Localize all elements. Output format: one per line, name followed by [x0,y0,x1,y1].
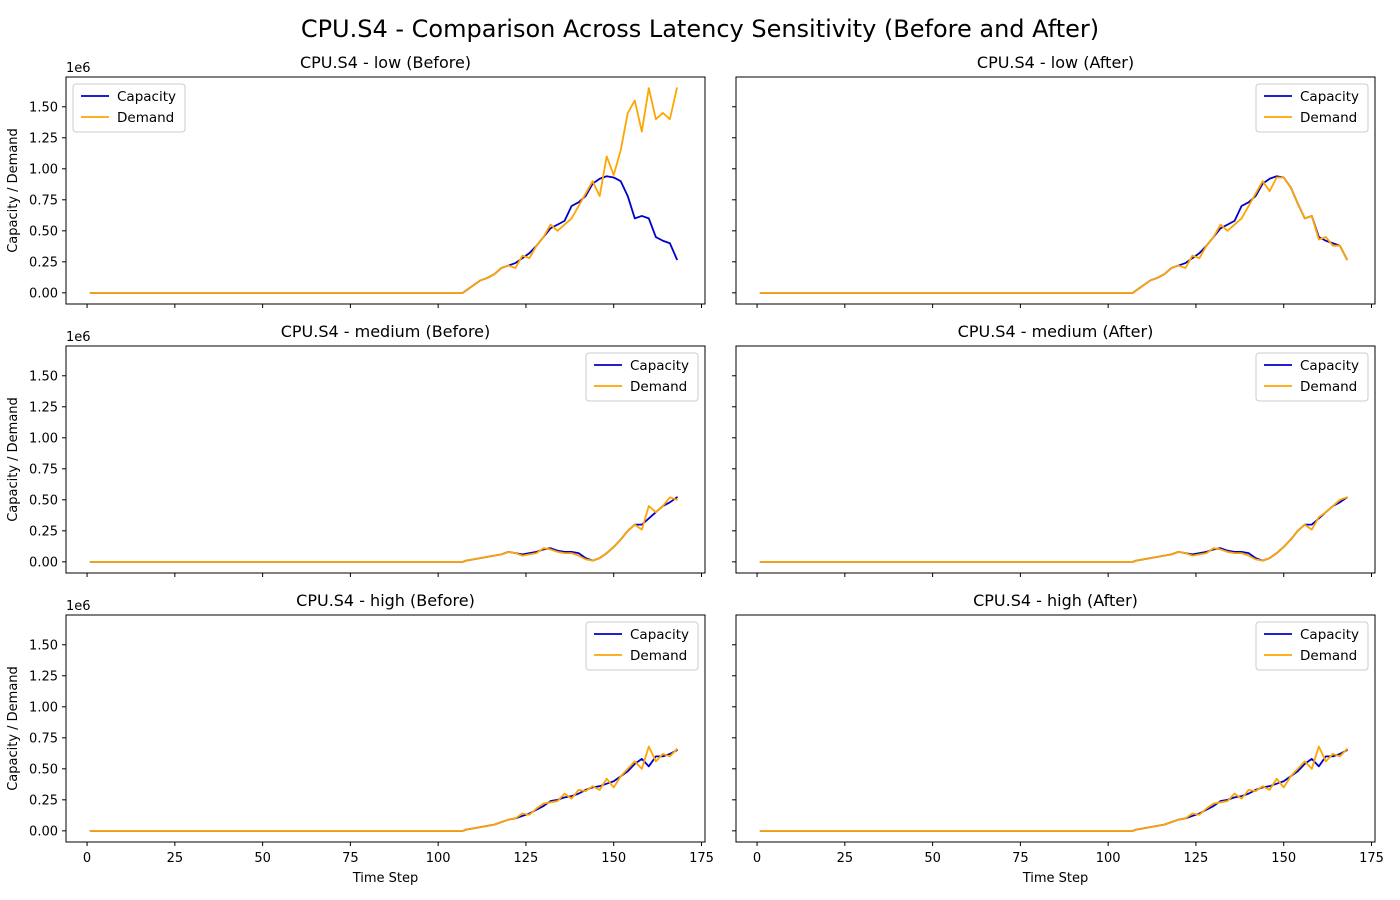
legend-label: Capacity [1300,358,1359,374]
y-offset-label: 1e6 [66,330,91,345]
subplot-panel: CPU.S4 - low (Before) 0.00 0.25 0.50 0.75 1.0… [6,53,706,308]
x-tick-label: 175 [1359,851,1384,866]
series-line-demand [759,496,1348,563]
x-tick-label: 50 [254,851,271,866]
legend: Capacity Demand [585,621,699,671]
x-tick-label: 50 [924,851,941,866]
subplot-title: CPU.S4 - high (Before) [296,591,475,610]
series-line-capacity [759,175,1348,294]
y-tick-label: 0.75 [29,462,58,477]
y-tick-label: 0.00 [29,824,58,839]
x-tick-label: 0 [753,851,761,866]
series-line-demand [89,496,678,563]
series-line-capacity [759,749,1348,832]
y-axis-label: Capacity / Demand [6,128,21,253]
subplot-panel: CPU.S4 - high (Before) 0.00 0.25 0.50 0.75 1.… [6,591,714,886]
subplot-title: CPU.S4 - medium (After) [958,322,1154,341]
legend-label: Capacity [1300,627,1359,643]
legend-label: Demand [630,379,687,395]
y-tick-label: 1.00 [29,431,58,446]
legend: Capacity Demand [1255,83,1369,133]
y-tick-label: 0.75 [29,193,58,208]
legend: Capacity Demand [585,352,699,402]
y-tick-label: 0.00 [29,555,58,570]
subplot-title: CPU.S4 - medium (Before) [281,322,491,341]
legend-label: Demand [1300,379,1357,395]
series-line-capacity [89,496,678,563]
y-tick-label: 0.25 [29,524,58,539]
x-tick-label: 175 [689,851,714,866]
y-tick-label: 1.50 [29,638,58,653]
y-axis-label: Capacity / Demand [6,397,21,522]
y-axis-label: Capacity / Demand [6,666,21,791]
series-line-demand [759,745,1348,832]
y-tick-label: 1.25 [29,400,58,415]
subplot-panel: CPU.S4 - low (After) Capacity Demand [732,53,1376,308]
legend-label: Demand [117,110,174,126]
legend: Capacity Demand [72,83,186,133]
series-line-demand [759,176,1348,294]
y-tick-label: 0.25 [29,793,58,808]
axes-frame [735,614,1376,843]
legend-label: Capacity [630,358,689,374]
y-tick-label: 1.50 [29,369,58,384]
x-tick-label: 100 [1096,851,1121,866]
legend-label: Capacity [630,627,689,643]
subplot-title: CPU.S4 - low (Before) [300,53,471,72]
y-tick-label: 0.00 [29,286,58,301]
x-tick-label: 0 [83,851,91,866]
subplot-panel: CPU.S4 - high (After) 0 25 50 75 100 125 150 175… [732,591,1384,886]
series-line-demand [89,745,678,832]
legend-label: Demand [630,648,687,664]
y-offset-label: 1e6 [66,61,91,76]
y-tick-label: 1.25 [29,131,58,146]
x-axis-label: Time Step [352,871,419,886]
x-tick-label: 125 [514,851,539,866]
legend-label: Demand [1300,648,1357,664]
y-tick-label: 0.50 [29,762,58,777]
axes-frame [65,76,706,305]
y-tick-label: 1.50 [29,100,58,115]
series-line-capacity [89,175,678,294]
legend-label: Capacity [1300,89,1359,105]
axes-frame [735,76,1376,305]
y-tick-label: 1.00 [29,700,58,715]
x-tick-label: 25 [167,851,184,866]
x-tick-label: 125 [1184,851,1209,866]
legend-label: Capacity [117,89,176,105]
y-tick-label: 1.25 [29,669,58,684]
y-tick-label: 1.00 [29,162,58,177]
y-tick-label: 0.75 [29,731,58,746]
legend: Capacity Demand [1255,352,1369,402]
y-tick-label: 0.50 [29,224,58,239]
subplot-title: CPU.S4 - high (After) [973,591,1138,610]
series-line-demand [89,87,678,294]
subplot-title: CPU.S4 - low (After) [977,53,1134,72]
axes-frame [65,614,706,843]
y-offset-label: 1e6 [66,599,91,614]
subplot-panel: CPU.S4 - medium (Before) 0.00 0.25 0.50 0.75… [6,322,706,577]
legend: Capacity Demand [1255,621,1369,671]
legend-label: Demand [1300,110,1357,126]
y-tick-label: 0.25 [29,255,58,270]
chart-title: CPU.S4 - Comparison Across Latency Sensi… [301,15,1099,43]
subplot-panel: CPU.S4 - medium (After) Capacity Demand [732,322,1376,577]
x-axis-label: Time Step [1022,871,1089,886]
y-tick-label: 0.50 [29,493,58,508]
series-line-capacity [89,749,678,832]
x-tick-label: 100 [426,851,451,866]
series-line-capacity [759,496,1348,563]
x-tick-label: 150 [1271,851,1296,866]
x-tick-label: 25 [837,851,854,866]
x-tick-label: 150 [601,851,626,866]
x-tick-label: 75 [1012,851,1029,866]
axes-frame [735,345,1376,574]
x-tick-label: 75 [342,851,359,866]
axes-frame [65,345,706,574]
